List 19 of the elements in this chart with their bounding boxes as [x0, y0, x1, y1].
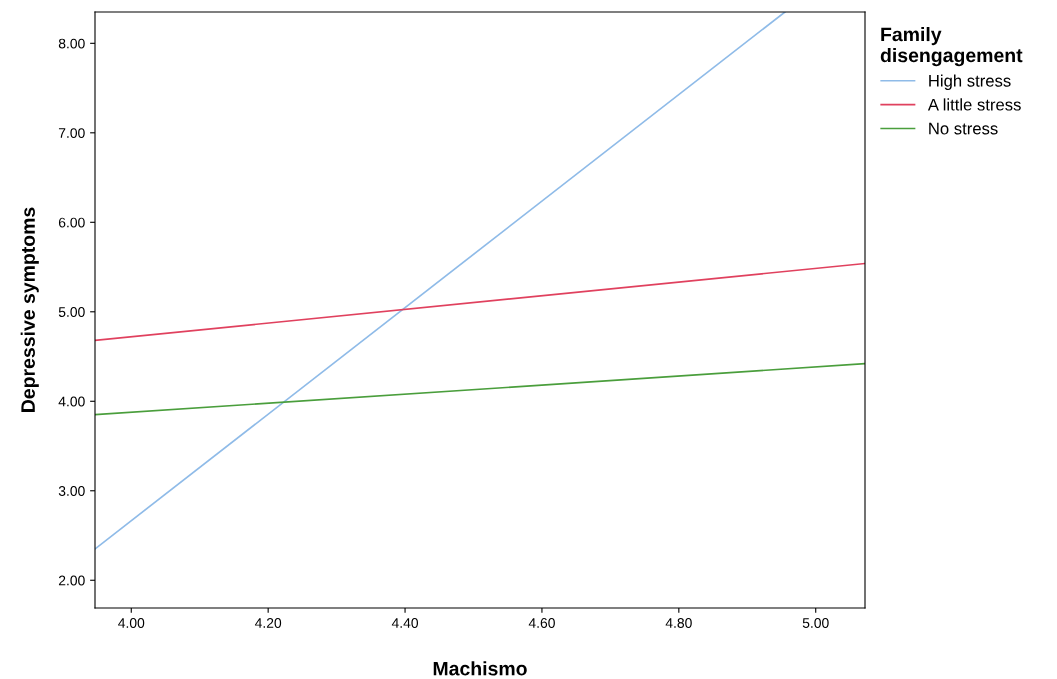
x-tick-label: 5.00 — [802, 618, 829, 628]
x-tick-label: 4.40 — [391, 618, 419, 628]
y-tick-label: 6.00 — [58, 217, 85, 228]
y-tick-label: 7.00 — [58, 128, 85, 138]
x-tick-label: 4.80 — [665, 618, 692, 628]
legend-title: Family disengagement — [880, 27, 1023, 67]
legend-label: A little stress — [927, 98, 1021, 111]
x-tick-label: 4.00 — [118, 618, 145, 628]
y-tick-label: 3.00 — [58, 486, 85, 496]
x-tick-label: 4.20 — [254, 618, 282, 628]
x-axis-title: Machismo — [433, 661, 527, 676]
y-tick-label: 2.00 — [58, 575, 85, 586]
x-tick-label: 4.60 — [528, 618, 555, 628]
legend-label: No stress — [929, 122, 998, 135]
y-tick-label: 8.00 — [58, 38, 85, 49]
legend-label: High stress — [929, 74, 1011, 91]
y-axis-title: Depressive symptoms — [20, 207, 39, 412]
y-tick-label: 5.00 — [58, 307, 85, 317]
y-tick-label: 4.00 — [58, 396, 85, 407]
